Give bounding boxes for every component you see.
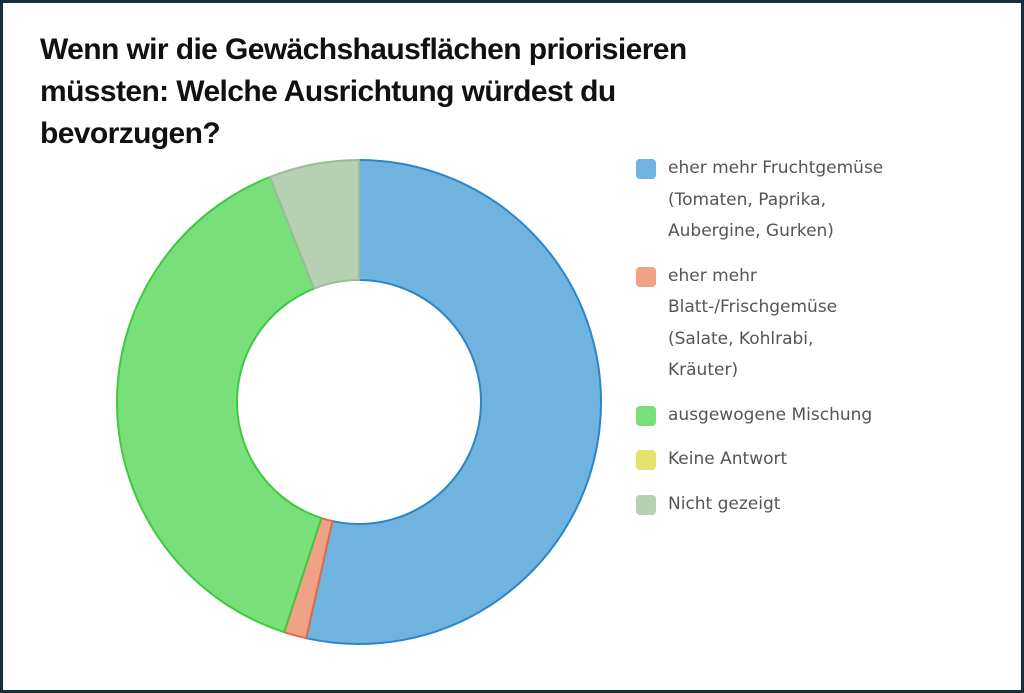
legend-label: Keine Antwort — [668, 449, 788, 469]
donut-slice-5 — [268, 159, 360, 290]
legend-item-3: ausgewogene Mischung — [634, 400, 884, 432]
legend-swatch — [636, 266, 656, 287]
donut-slice-3 — [116, 175, 323, 634]
legend-swatch — [636, 494, 656, 515]
legend-item-1: eher mehr Fruchtgemüse (Tomaten, Paprika… — [634, 153, 884, 248]
legend-swatch — [636, 159, 656, 179]
legend-item-4: Keine Antwort — [634, 444, 884, 476]
donut-chart — [116, 159, 602, 645]
legend-label: eher mehr Blatt-/Frischgemüse (Salate, K… — [668, 265, 838, 381]
legend-label: ausgewogene Mischung — [668, 404, 873, 425]
legend-label: Nicht gezeigt — [668, 493, 781, 514]
donut-slice-1 — [305, 159, 602, 645]
legend-label: eher mehr Fruchtgemüse (Tomaten, Paprika… — [668, 158, 884, 241]
legend-item-5: Nicht gezeigt — [634, 489, 884, 521]
legend-item-2: eher mehr Blatt-/Frischgemüse (Salate, K… — [634, 261, 884, 387]
legend-swatch — [636, 405, 656, 426]
chart-title: Wenn wir die Gewächshausflächen priorisi… — [40, 33, 687, 150]
legend-swatch — [636, 450, 656, 470]
chart-legend: eher mehr Fruchtgemüse (Tomaten, Paprika… — [634, 153, 884, 533]
